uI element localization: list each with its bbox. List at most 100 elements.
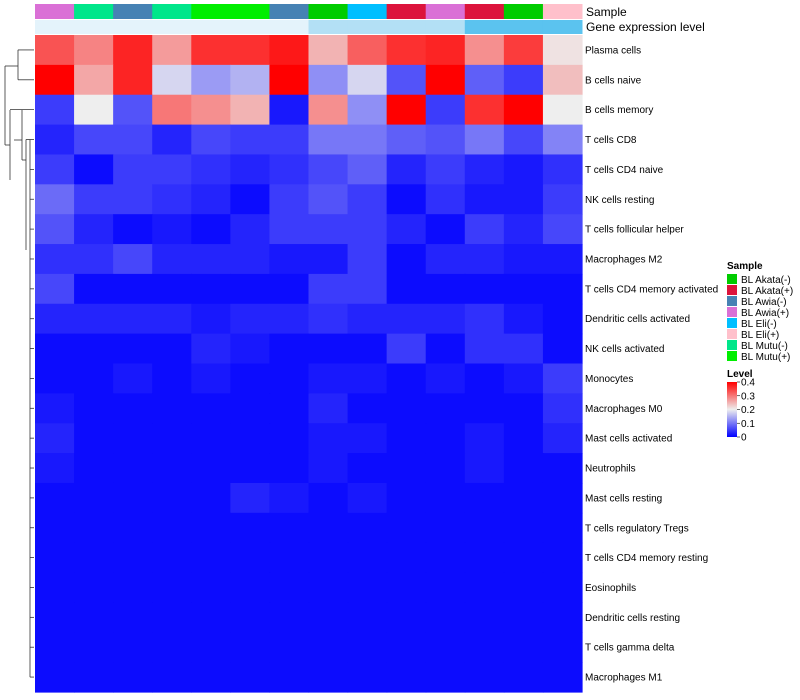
heatmap-cell	[425, 214, 466, 245]
gene-expression-cell	[152, 20, 192, 34]
heatmap-cell	[542, 64, 583, 96]
heatmap-cell	[425, 602, 466, 633]
row-label: Plasma cells	[585, 45, 641, 56]
heatmap-cell	[74, 482, 114, 514]
heatmap-cell	[35, 303, 75, 335]
heatmap-cell	[35, 482, 75, 514]
sample-annotation-cell	[230, 4, 270, 19]
heatmap-cell	[191, 333, 231, 365]
heatmap-cell	[113, 572, 153, 604]
heatmap-cell	[347, 423, 388, 454]
heatmap-cell	[230, 303, 271, 335]
heatmap-cell	[347, 453, 388, 484]
heatmap-cell	[269, 333, 310, 365]
heatmap-cell	[74, 393, 114, 424]
heatmap-cell	[347, 124, 388, 156]
heatmap-cell	[308, 423, 349, 454]
heatmap-cell	[269, 273, 310, 305]
heatmap-cell	[347, 393, 388, 424]
level-legend-colorbar	[727, 382, 737, 437]
heatmap-cell	[425, 363, 466, 394]
heatmap-cell	[35, 423, 75, 454]
heatmap-cell	[503, 602, 544, 633]
heatmap-cell	[113, 423, 153, 454]
heatmap-cell	[191, 572, 231, 604]
sample-legend-label: BL Akata(+)	[741, 286, 793, 297]
heatmap-cell	[425, 453, 466, 484]
heatmap-cell	[347, 64, 388, 96]
heatmap-cell	[35, 572, 75, 604]
heatmap-cell	[113, 64, 153, 96]
heatmap-cell	[152, 602, 192, 633]
heatmap-cell	[386, 542, 427, 574]
heatmap-cell	[347, 35, 388, 66]
heatmap-cell	[230, 572, 271, 604]
heatmap-cell	[269, 572, 310, 604]
heatmap-cell	[74, 154, 114, 185]
heatmap-cell	[308, 482, 349, 514]
sample-legend-swatch	[727, 285, 737, 295]
heatmap-cell	[35, 94, 75, 126]
row-label: B cells naive	[585, 75, 642, 86]
heatmap-cell	[152, 35, 192, 66]
heatmap-cell	[191, 423, 231, 454]
heatmap-cell	[269, 423, 310, 454]
heatmap-cell	[542, 35, 583, 66]
gene-expression-cell	[269, 20, 309, 34]
row-dendrogram	[4, 49, 34, 678]
heatmap-cell	[464, 602, 505, 633]
heatmap-cell	[191, 363, 231, 394]
gene-expression-cell	[386, 20, 427, 34]
sample-legend-swatch	[727, 318, 737, 328]
heatmap-cell	[308, 572, 349, 604]
heatmap-cell	[425, 94, 466, 126]
heatmap-cell	[152, 363, 192, 394]
heatmap-cell	[386, 512, 427, 544]
heatmap-cell	[230, 542, 271, 574]
heatmap-cell	[542, 393, 583, 424]
heatmap-cell	[191, 94, 231, 126]
heatmap-cell	[425, 482, 466, 514]
heatmap-cell	[269, 632, 310, 663]
sample-annotation-cell	[308, 4, 349, 19]
heatmap-cell	[74, 453, 114, 484]
heatmap-cell	[269, 662, 310, 693]
heatmap-cell	[74, 303, 114, 335]
heatmap-cell	[113, 273, 153, 305]
heatmap-cell	[191, 35, 231, 66]
heatmap-cell	[308, 244, 349, 275]
heatmap-cell	[113, 393, 153, 424]
heatmap-cell	[152, 572, 192, 604]
heatmap-cell	[191, 662, 231, 693]
heatmap-cell	[113, 154, 153, 185]
sample-annotation-cell	[503, 4, 544, 19]
heatmap-cell	[74, 602, 114, 633]
heatmap-cell	[230, 632, 271, 663]
heatmap-cell	[347, 662, 388, 693]
heatmap-cell	[464, 244, 505, 275]
gene-expression-cell	[503, 20, 544, 34]
heatmap-cell	[308, 363, 349, 394]
sample-annotation-cell	[152, 4, 192, 19]
level-legend: Level 0.4 0.3 0.2 0.1 0	[727, 369, 755, 444]
heatmap-cell	[542, 124, 583, 156]
heatmap-cell	[308, 124, 349, 156]
heatmap-cell	[347, 482, 388, 514]
heatmap-cell	[386, 303, 427, 335]
heatmap-cell	[425, 124, 466, 156]
heatmap-cell	[152, 94, 192, 126]
heatmap-cell	[113, 214, 153, 245]
heatmap-cell	[269, 154, 310, 185]
heatmap-cell	[152, 333, 192, 365]
row-label: Eosinophils	[585, 583, 636, 594]
heatmap-cell	[542, 214, 583, 245]
level-legend-title: Level	[727, 369, 753, 380]
heatmap-cell	[230, 482, 271, 514]
heatmap-cell	[464, 214, 505, 245]
heatmap-cell	[230, 512, 271, 544]
heatmap-cell	[269, 393, 310, 424]
heatmap-cell	[191, 632, 231, 663]
heatmap-cell	[35, 214, 75, 245]
row-labels: Plasma cells B cells naive B cells memory T…	[585, 45, 718, 683]
heatmap-cell	[152, 273, 192, 305]
